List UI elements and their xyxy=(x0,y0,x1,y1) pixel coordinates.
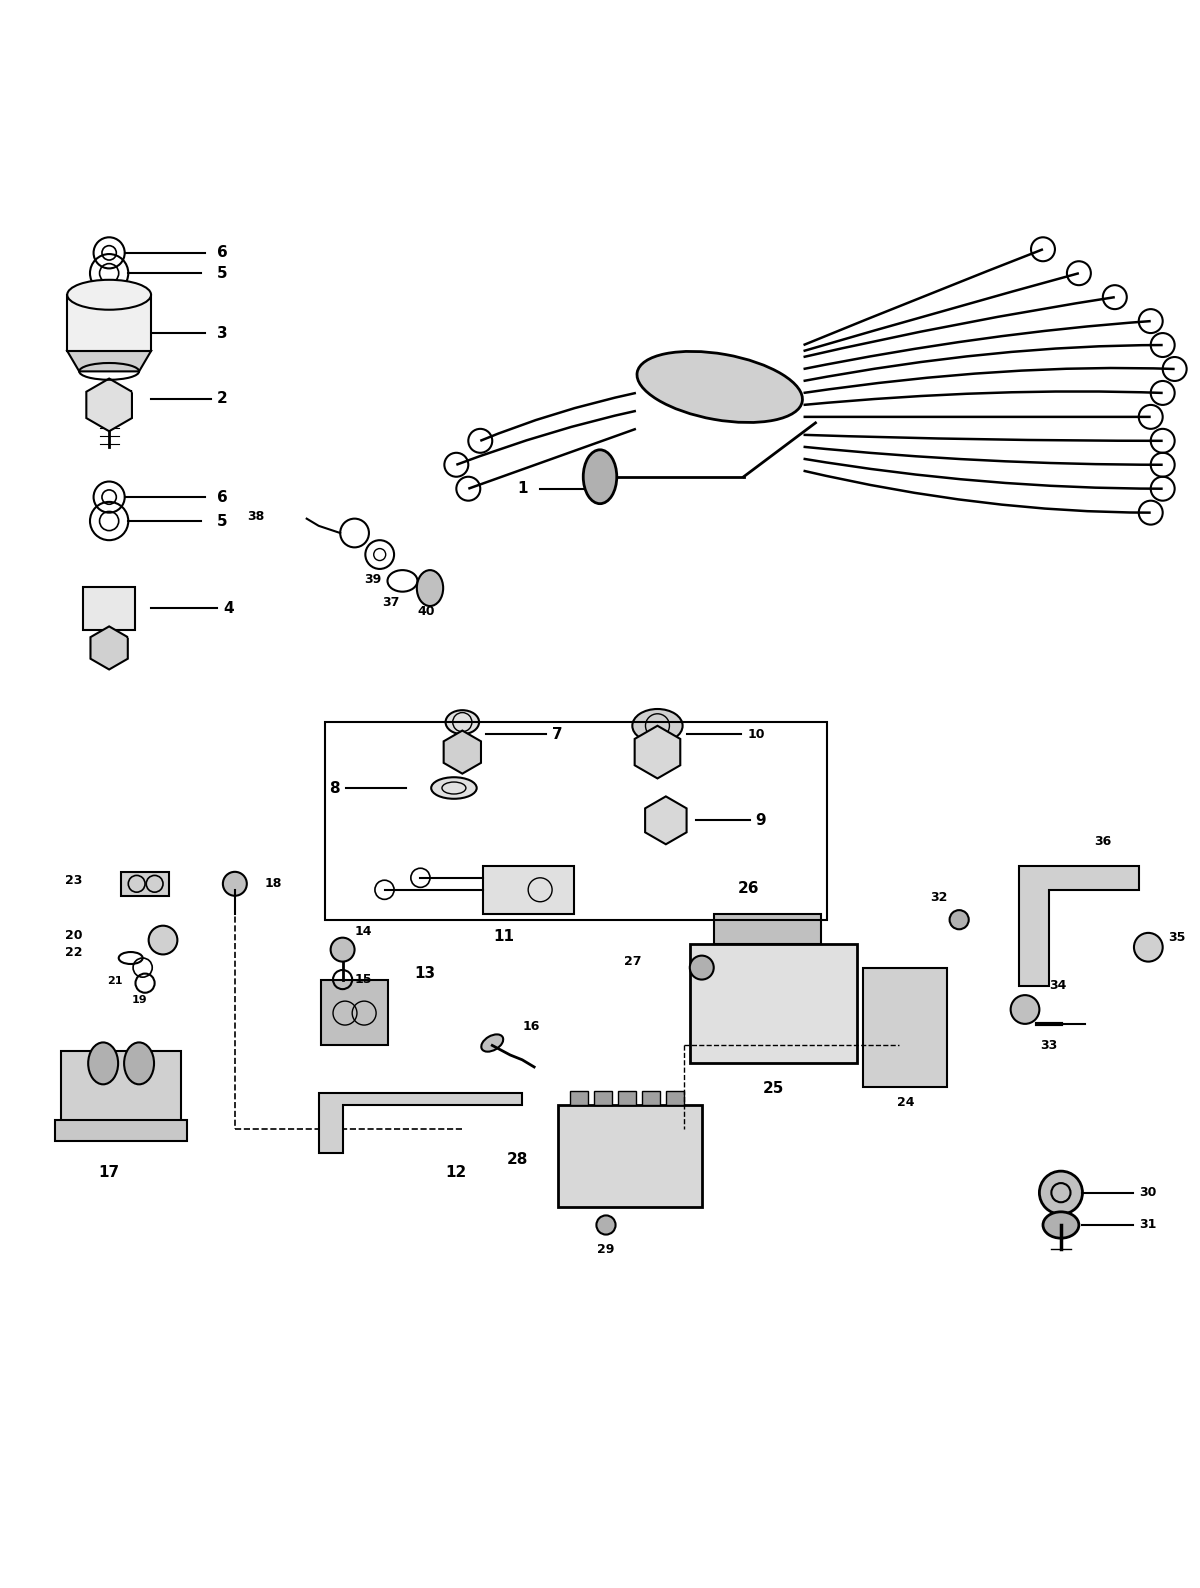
Polygon shape xyxy=(90,626,128,670)
Bar xyxy=(482,865,574,913)
Text: 40: 40 xyxy=(418,605,436,618)
Bar xyxy=(666,1091,684,1105)
Text: 39: 39 xyxy=(364,573,382,586)
Polygon shape xyxy=(319,1093,522,1153)
Ellipse shape xyxy=(481,1034,503,1051)
Ellipse shape xyxy=(416,570,443,607)
Bar xyxy=(558,1105,702,1207)
Text: 18: 18 xyxy=(265,877,282,891)
Polygon shape xyxy=(1019,865,1139,986)
Text: 15: 15 xyxy=(354,973,372,986)
Bar xyxy=(863,967,947,1088)
Text: 21: 21 xyxy=(107,977,122,986)
Ellipse shape xyxy=(67,279,151,310)
Circle shape xyxy=(1010,996,1039,1024)
Circle shape xyxy=(949,910,968,929)
Bar xyxy=(55,1120,187,1142)
Text: 6: 6 xyxy=(217,246,228,260)
Text: 7: 7 xyxy=(552,727,563,742)
Polygon shape xyxy=(635,726,680,778)
Bar xyxy=(594,1091,612,1105)
Text: 5: 5 xyxy=(217,265,228,281)
Text: 13: 13 xyxy=(414,966,436,981)
Text: 10: 10 xyxy=(748,727,764,740)
Text: 27: 27 xyxy=(624,954,642,969)
Circle shape xyxy=(223,872,247,896)
Text: 30: 30 xyxy=(1139,1186,1156,1199)
Text: 4: 4 xyxy=(223,600,234,616)
Bar xyxy=(83,588,136,630)
Ellipse shape xyxy=(583,449,617,503)
Text: 32: 32 xyxy=(930,891,947,904)
Bar xyxy=(325,723,828,919)
Text: 36: 36 xyxy=(1094,835,1111,848)
Ellipse shape xyxy=(88,1042,118,1085)
Text: 35: 35 xyxy=(1169,931,1186,945)
Circle shape xyxy=(149,926,178,954)
Circle shape xyxy=(1134,932,1163,962)
Bar xyxy=(322,980,388,1045)
Bar xyxy=(690,943,858,1064)
Text: 5: 5 xyxy=(217,513,228,529)
Text: 6: 6 xyxy=(217,489,228,505)
Text: 16: 16 xyxy=(522,1021,540,1034)
Ellipse shape xyxy=(124,1042,154,1085)
Bar xyxy=(618,1091,636,1105)
Text: 1: 1 xyxy=(517,481,528,495)
Text: 26: 26 xyxy=(738,881,760,896)
Polygon shape xyxy=(67,351,151,372)
Text: 28: 28 xyxy=(506,1151,528,1167)
Text: 37: 37 xyxy=(382,597,400,610)
Ellipse shape xyxy=(1043,1212,1079,1239)
Polygon shape xyxy=(86,378,132,432)
Ellipse shape xyxy=(637,351,803,422)
Text: 22: 22 xyxy=(65,945,83,959)
Text: 19: 19 xyxy=(131,996,146,1005)
Bar xyxy=(642,1091,660,1105)
Ellipse shape xyxy=(445,710,479,734)
Text: 17: 17 xyxy=(98,1166,120,1180)
Text: 11: 11 xyxy=(493,929,515,945)
Text: 14: 14 xyxy=(354,924,372,937)
Bar xyxy=(714,913,822,943)
Polygon shape xyxy=(444,730,481,773)
Text: 33: 33 xyxy=(1040,1040,1057,1053)
Text: 2: 2 xyxy=(217,391,228,407)
Circle shape xyxy=(690,956,714,980)
Text: 34: 34 xyxy=(1049,978,1067,991)
Circle shape xyxy=(1039,1170,1082,1215)
Text: 9: 9 xyxy=(756,813,767,827)
Bar xyxy=(570,1091,588,1105)
Text: 38: 38 xyxy=(247,510,265,522)
Bar xyxy=(67,295,151,351)
Circle shape xyxy=(596,1215,616,1234)
Text: 20: 20 xyxy=(65,929,83,942)
Text: 3: 3 xyxy=(217,326,228,340)
Text: 23: 23 xyxy=(66,873,83,886)
Text: 29: 29 xyxy=(598,1243,614,1256)
Text: 25: 25 xyxy=(763,1081,785,1096)
Text: 31: 31 xyxy=(1139,1218,1156,1232)
Bar xyxy=(61,1051,181,1123)
Circle shape xyxy=(331,937,354,962)
Text: 24: 24 xyxy=(896,1096,914,1108)
Text: 8: 8 xyxy=(330,781,341,796)
Bar xyxy=(121,872,169,896)
Text: 12: 12 xyxy=(445,1166,467,1180)
Ellipse shape xyxy=(632,708,683,743)
Ellipse shape xyxy=(431,777,476,799)
Polygon shape xyxy=(646,797,686,845)
